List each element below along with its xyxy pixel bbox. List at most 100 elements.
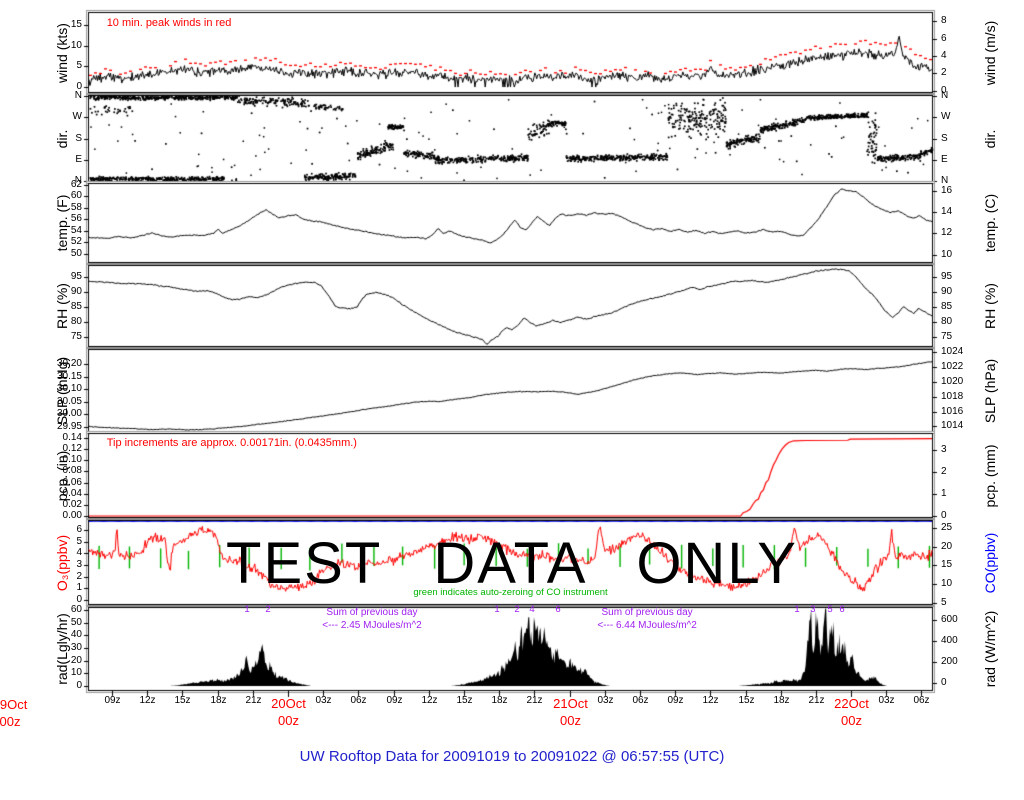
- x-tick-label: 21z: [245, 695, 262, 706]
- y-tick-left-rad: 60: [70, 604, 82, 615]
- axis-label-temp-left: temp. (F): [54, 194, 70, 252]
- y-tick-left-slp: 30.00: [56, 408, 82, 419]
- rad-annotation-11: 6: [839, 604, 845, 615]
- y-tick-left-dir: N: [74, 90, 82, 101]
- y-tick-left-rh: 90: [70, 286, 82, 297]
- y-tick-right-wind: 2: [941, 67, 947, 78]
- y-tick-right-slp: 1016: [941, 406, 964, 417]
- rad-annotation-9: 3: [810, 604, 816, 615]
- y-tick-right-temp: 10: [941, 249, 953, 260]
- x-tick-label: 18z: [491, 695, 508, 706]
- y-tick-left-wind: 5: [76, 60, 82, 71]
- y-tick-left-slp: 30.15: [56, 371, 82, 382]
- y-tick-left-rad: 30: [70, 642, 82, 653]
- y-tick-right-pcp: 3: [941, 444, 947, 455]
- y-tick-left-rh: 95: [70, 271, 82, 282]
- x-tick-label: 18z: [773, 695, 790, 706]
- rad-annotation-3: 2: [265, 604, 271, 615]
- y-tick-left-dir: N: [74, 175, 82, 186]
- x-tick-label: 06z: [913, 695, 930, 706]
- y-tick-right-rh: 80: [941, 316, 953, 327]
- y-tick-right-dir: N: [941, 175, 949, 186]
- x-tick-label: 09z: [667, 695, 684, 706]
- y-tick-right-rad: 600: [941, 614, 958, 625]
- y-tick-right-o3co: 10: [941, 578, 953, 589]
- y-tick-right-dir: N: [941, 90, 949, 101]
- y-tick-left-dir: S: [75, 133, 82, 144]
- rad-annotation-10: 5: [827, 604, 833, 615]
- rad-annotation-6: 4: [529, 604, 535, 615]
- axis-label-pcp-right: pcp. (mm): [982, 444, 998, 507]
- x-tick-label: 18z: [210, 695, 227, 706]
- x-date-label-z: 00z: [841, 713, 862, 728]
- y-tick-right-pcp: 0: [941, 510, 947, 521]
- rad-annotation-4: 1: [494, 604, 500, 615]
- x-date-label-19oct-line1: 19Oct: [0, 697, 28, 712]
- y-tick-right-rh: 75: [941, 331, 953, 342]
- y-tick-left-rh: 80: [70, 316, 82, 327]
- y-tick-right-rh: 95: [941, 271, 953, 282]
- y-tick-right-temp: 14: [941, 206, 953, 217]
- y-tick-right-dir: S: [941, 133, 948, 144]
- x-tick-label: 21z: [808, 695, 825, 706]
- y-tick-left-rh: 85: [70, 301, 82, 312]
- y-tick-left-temp: 58: [70, 202, 82, 213]
- y-tick-left-rh: 75: [70, 331, 82, 342]
- y-tick-right-pcp: 2: [941, 466, 947, 477]
- y-tick-left-rad: 20: [70, 655, 82, 666]
- axis-label-dir-left: dir.: [54, 129, 70, 148]
- y-tick-right-wind: 6: [941, 33, 947, 44]
- test-data-watermark: TEST DATA ONLY: [226, 530, 798, 596]
- y-tick-left-o3co: 2: [76, 571, 82, 582]
- y-tick-right-wind: 0: [941, 85, 947, 96]
- y-tick-left-dir: E: [75, 154, 82, 165]
- y-tick-left-pcp: 0.12: [62, 443, 82, 454]
- y-tick-right-o3co: 15: [941, 559, 953, 570]
- y-tick-left-temp: 54: [70, 225, 82, 236]
- y-tick-left-slp: 30.20: [56, 358, 82, 369]
- x-tick-label: 21z: [526, 695, 543, 706]
- axis-label-slp-left: SLP (inHg): [54, 356, 70, 425]
- y-tick-left-pcp: 0.10: [62, 454, 82, 465]
- rad-annotation-7: 6: [555, 604, 561, 615]
- y-tick-left-o3co: 5: [76, 536, 82, 547]
- y-tick-right-slp: 1020: [941, 376, 964, 387]
- x-tick-label: 06z: [350, 695, 367, 706]
- y-tick-right-pcp: 1: [941, 488, 947, 499]
- y-tick-left-rad: 40: [70, 629, 82, 640]
- x-tick-label: 03z: [878, 695, 895, 706]
- y-tick-left-temp: 62: [70, 179, 82, 190]
- y-tick-left-pcp: 0.04: [62, 488, 82, 499]
- page-title: UW Rooftop Data for 20091019 to 20091022…: [299, 748, 725, 765]
- y-tick-left-rad: 10: [70, 667, 82, 678]
- y-tick-left-pcp: 0.06: [62, 477, 82, 488]
- x-date-label: 22Oct: [834, 696, 869, 711]
- y-tick-left-temp: 50: [70, 248, 82, 259]
- x-date-label-19oct: 19Oct 00z: [0, 696, 34, 730]
- y-tick-left-wind: 10: [70, 40, 82, 51]
- y-tick-left-o3co: 0: [76, 594, 82, 605]
- y-tick-left-wind: 0: [76, 81, 82, 92]
- y-tick-left-pcp: 0.02: [62, 499, 82, 510]
- y-tick-right-temp: 12: [941, 227, 953, 238]
- y-tick-right-rad: 0: [941, 677, 947, 688]
- x-tick-label: 15z: [456, 695, 473, 706]
- x-tick-label: 03z: [597, 695, 614, 706]
- y-tick-right-temp: 16: [941, 185, 953, 196]
- y-tick-left-wind: 15: [70, 19, 82, 30]
- axis-label-rh-left: RH (%): [54, 283, 70, 329]
- y-tick-left-rad: 50: [70, 617, 82, 628]
- x-tick-label: 12z: [139, 695, 156, 706]
- y-tick-left-temp: 60: [70, 190, 82, 201]
- y-tick-right-rh: 85: [941, 301, 953, 312]
- x-tick-label: 15z: [738, 695, 755, 706]
- y-tick-left-temp: 52: [70, 236, 82, 247]
- x-date-label: 21Oct: [553, 696, 588, 711]
- y-tick-right-slp: 1018: [941, 391, 964, 402]
- y-tick-right-rad: 200: [941, 656, 958, 667]
- axis-label-dir-right: dir.: [982, 129, 998, 148]
- y-tick-right-o3co: 5: [941, 597, 947, 608]
- y-tick-right-slp: 1014: [941, 420, 964, 431]
- o3co-annotation-0: green indicates auto-zeroing of CO instr…: [413, 587, 608, 598]
